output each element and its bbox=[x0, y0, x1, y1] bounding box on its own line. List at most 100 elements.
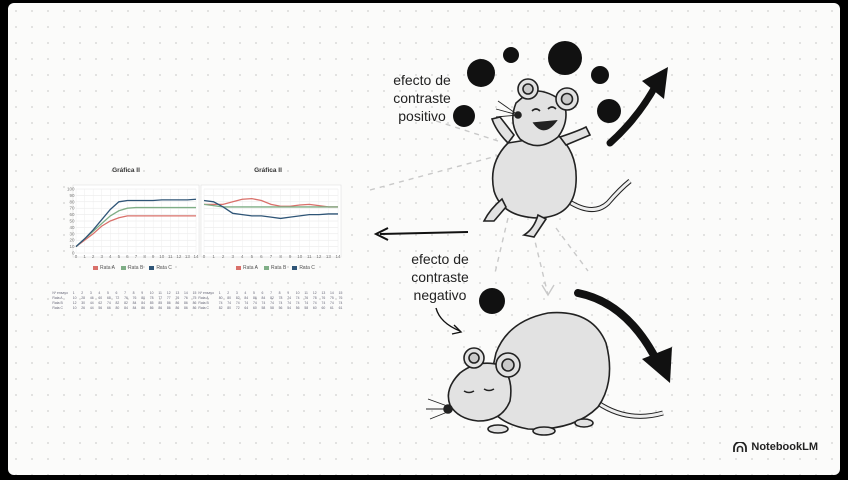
table-header-cell: 13 bbox=[321, 290, 326, 295]
arrow-left-icon bbox=[373, 227, 469, 241]
table-header-cell: 15 bbox=[192, 290, 197, 295]
table-cell: 10 bbox=[72, 295, 77, 300]
table-row: Rata B 74 74 74 74 74 74 74 74 74 74 74 74 74 74 74 bbox=[196, 300, 345, 305]
table-header-cell: 5 bbox=[106, 290, 109, 295]
table-cell: 74 bbox=[295, 295, 300, 300]
charts-area: 0 1 2 3 4 5 6 7 8 9 10 11 12 13 1410090807060504030201… bbox=[67, 184, 342, 259]
table-header-cell: 2 bbox=[227, 290, 230, 295]
juggling-balls bbox=[453, 41, 621, 314]
table-cell: 74 bbox=[261, 300, 266, 305]
legend-label: Rata C bbox=[156, 265, 172, 271]
left-chart-legend: Rata A Rata B Rata C bbox=[93, 265, 172, 271]
table-cell: 74 bbox=[270, 300, 274, 305]
guide-positive-to-chart bbox=[369, 152, 509, 191]
table-header-cell: 7 bbox=[270, 290, 272, 295]
legend-item: Rata C bbox=[292, 265, 315, 271]
table-cell: 74 bbox=[338, 300, 343, 305]
guide-down-right bbox=[555, 227, 589, 272]
ball-icon bbox=[479, 288, 505, 314]
table-row: Rata A 10 28 46 60 68 72 76 76 80 78 77 77 76 76 75 bbox=[50, 295, 199, 300]
table-cell: 86 bbox=[141, 305, 146, 310]
notebooklm-brand: NotebookLM bbox=[733, 441, 818, 453]
legend-label: Rata C bbox=[299, 265, 315, 271]
slide-canvas: Gráfica II Gráfica II 0 1 2 3 4 5 6 7 8 9 10 11 12 13… bbox=[8, 3, 840, 475]
table-cell: 66 bbox=[106, 305, 111, 310]
guide-positive-label bbox=[429, 118, 499, 142]
y-tick-label: 70 bbox=[69, 206, 75, 211]
table-cell: 84 bbox=[132, 305, 137, 310]
table-header-row: Nº ensayo 1 2 3 4 5 6 7 8 9 10 11 12 13 14 15 bbox=[196, 290, 345, 295]
table-header-cell: 7 bbox=[124, 290, 126, 295]
series-line-rata-c bbox=[75, 198, 197, 248]
x-tick-label: 2 bbox=[92, 254, 95, 259]
table-cell: 56 bbox=[98, 305, 103, 310]
table-cell: 46 bbox=[89, 295, 94, 300]
table-cell: 80 bbox=[218, 295, 223, 300]
table-cell: 80 bbox=[141, 295, 146, 300]
illustration-layer bbox=[369, 41, 672, 436]
table-cell: 26 bbox=[81, 305, 86, 310]
label-line: efecto de bbox=[411, 251, 469, 267]
table-cell: 74 bbox=[304, 300, 309, 305]
sad-rat-icon bbox=[426, 311, 664, 436]
table-row: Rata C 10 26 44 56 66 80 84 84 86 86 86 86 86 86 86 bbox=[50, 305, 199, 310]
ball-icon bbox=[597, 99, 621, 123]
x-tick-label: 6 bbox=[126, 254, 129, 259]
table-cell: 74 bbox=[295, 300, 300, 305]
x-tick-label: 11 bbox=[307, 254, 312, 259]
x-tick-label: 2 bbox=[222, 254, 225, 259]
table-cell: 77 bbox=[166, 295, 171, 300]
guide-down-mid bbox=[532, 232, 549, 296]
table-cell: 60 bbox=[252, 305, 257, 310]
table-cell: 76 bbox=[124, 295, 128, 300]
table-cell: 86 bbox=[184, 300, 188, 305]
table-cell: 12 bbox=[72, 300, 77, 305]
right-chart-plot: 0 1 2 3 4 5 6 7 8 9 10 11 12 13 14 bbox=[203, 188, 341, 259]
table-cell: 78 bbox=[149, 295, 154, 300]
data-table-right: Nº ensayo 1 2 3 4 5 6 7 8 9 10 11 12 13 14 15 Rata A 80 80… bbox=[196, 290, 345, 310]
y-tick-label: 100 bbox=[67, 187, 75, 192]
table-header-cell: 4 bbox=[98, 290, 101, 295]
table-cell: 86 bbox=[166, 305, 171, 310]
table-cell: 78 bbox=[278, 295, 283, 300]
ball-icon bbox=[467, 59, 495, 87]
legend-item: Rata C bbox=[149, 265, 172, 271]
table-cell: 44 bbox=[89, 305, 94, 310]
table-header-cell: Nº ensayo bbox=[198, 290, 214, 295]
table-cell: 74 bbox=[106, 300, 111, 305]
table-cell: 68 bbox=[106, 295, 111, 300]
table-cell: 84 bbox=[141, 300, 146, 305]
table-cell: 74 bbox=[287, 300, 292, 305]
table-cell: 75 bbox=[330, 295, 334, 300]
guide-arrowhead bbox=[541, 284, 555, 297]
table-header-cell: 2 bbox=[81, 290, 84, 295]
x-tick-label: 1 bbox=[212, 254, 215, 259]
table-cell: 85 bbox=[158, 300, 163, 305]
x-tick-label: 8 bbox=[143, 254, 146, 259]
table-cell: 86 bbox=[158, 305, 163, 310]
table-cell: 72 bbox=[115, 295, 120, 300]
table-cell: 80 bbox=[227, 305, 232, 310]
table-header-cell: 12 bbox=[166, 290, 171, 295]
table-cell: 78 bbox=[312, 295, 317, 300]
label-line: efecto de bbox=[393, 72, 451, 88]
table-header-cell: 13 bbox=[175, 290, 180, 295]
table-cell: 76 bbox=[175, 295, 180, 300]
y-tick-label: 0 bbox=[72, 251, 75, 256]
x-tick-label: 5 bbox=[118, 254, 121, 259]
x-tick-label: 9 bbox=[152, 254, 155, 259]
x-tick-label: 5 bbox=[251, 254, 254, 259]
x-tick-label: 4 bbox=[109, 254, 112, 259]
table-cell: 74 bbox=[312, 300, 317, 305]
table-cell: 84 bbox=[124, 305, 128, 310]
pointer-negative-icon bbox=[435, 307, 461, 332]
x-tick-label: 12 bbox=[176, 254, 182, 259]
table-header-cell: 3 bbox=[89, 290, 92, 295]
x-tick-label: 3 bbox=[100, 254, 103, 259]
table-cell: 74 bbox=[244, 300, 249, 305]
table-cell: 74 bbox=[321, 300, 326, 305]
label-line: contraste bbox=[393, 90, 451, 106]
label-line: positivo bbox=[398, 108, 446, 124]
label-line: contraste bbox=[411, 269, 469, 285]
table-cell: 76 bbox=[132, 295, 137, 300]
